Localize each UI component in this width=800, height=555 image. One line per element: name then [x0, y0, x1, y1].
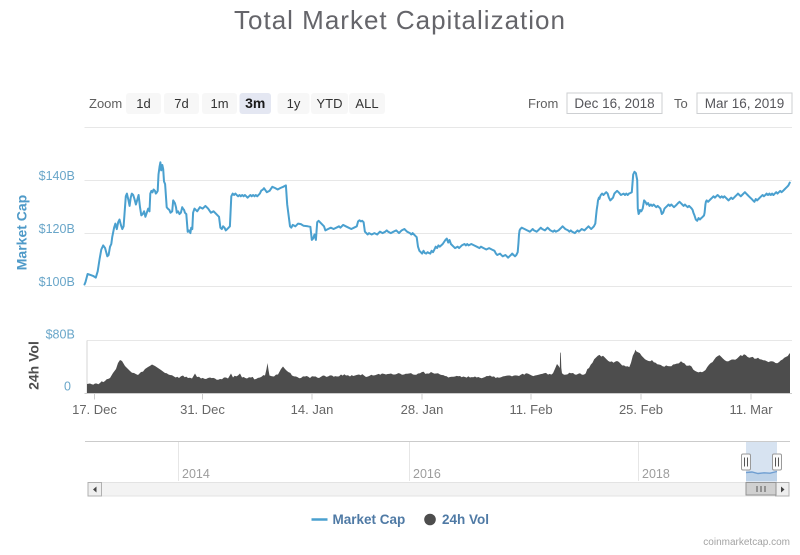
- svg-text:28. Jan: 28. Jan: [401, 402, 444, 417]
- svg-text:1y: 1y: [287, 96, 301, 111]
- svg-text:Total Market Capitalization: Total Market Capitalization: [234, 5, 566, 35]
- svg-text:coinmarketcap.com: coinmarketcap.com: [703, 537, 790, 548]
- svg-text:$80B: $80B: [46, 328, 75, 342]
- svg-text:$120B: $120B: [39, 222, 75, 236]
- svg-text:1m: 1m: [210, 96, 228, 111]
- svg-text:YTD: YTD: [317, 96, 343, 111]
- svg-text:2016: 2016: [413, 467, 441, 481]
- svg-text:Mar 16, 2019: Mar 16, 2019: [705, 96, 785, 111]
- svg-text:$100B: $100B: [39, 275, 75, 289]
- svg-text:7d: 7d: [174, 96, 188, 111]
- svg-text:2018: 2018: [642, 467, 670, 481]
- svg-text:Market Cap: Market Cap: [333, 512, 406, 527]
- svg-text:24h Vol: 24h Vol: [26, 341, 42, 390]
- svg-text:14. Jan: 14. Jan: [291, 402, 334, 417]
- svg-text:Dec 16, 2018: Dec 16, 2018: [574, 96, 654, 111]
- svg-text:31. Dec: 31. Dec: [180, 402, 225, 417]
- svg-text:Market Cap: Market Cap: [14, 195, 30, 270]
- svg-text:1d: 1d: [136, 96, 150, 111]
- svg-text:11. Feb: 11. Feb: [509, 402, 552, 417]
- svg-text:2014: 2014: [182, 467, 210, 481]
- svg-text:3m: 3m: [245, 95, 265, 111]
- svg-text:0: 0: [64, 380, 71, 394]
- svg-text:To: To: [674, 96, 688, 111]
- svg-text:From: From: [528, 96, 558, 111]
- svg-text:17. Dec: 17. Dec: [72, 402, 117, 417]
- svg-text:25. Feb: 25. Feb: [619, 402, 663, 417]
- svg-text:Zoom: Zoom: [89, 96, 122, 111]
- svg-text:ALL: ALL: [355, 96, 378, 111]
- svg-text:$140B: $140B: [39, 169, 75, 183]
- svg-text:11. Mar: 11. Mar: [729, 402, 773, 417]
- svg-text:24h Vol: 24h Vol: [442, 512, 489, 527]
